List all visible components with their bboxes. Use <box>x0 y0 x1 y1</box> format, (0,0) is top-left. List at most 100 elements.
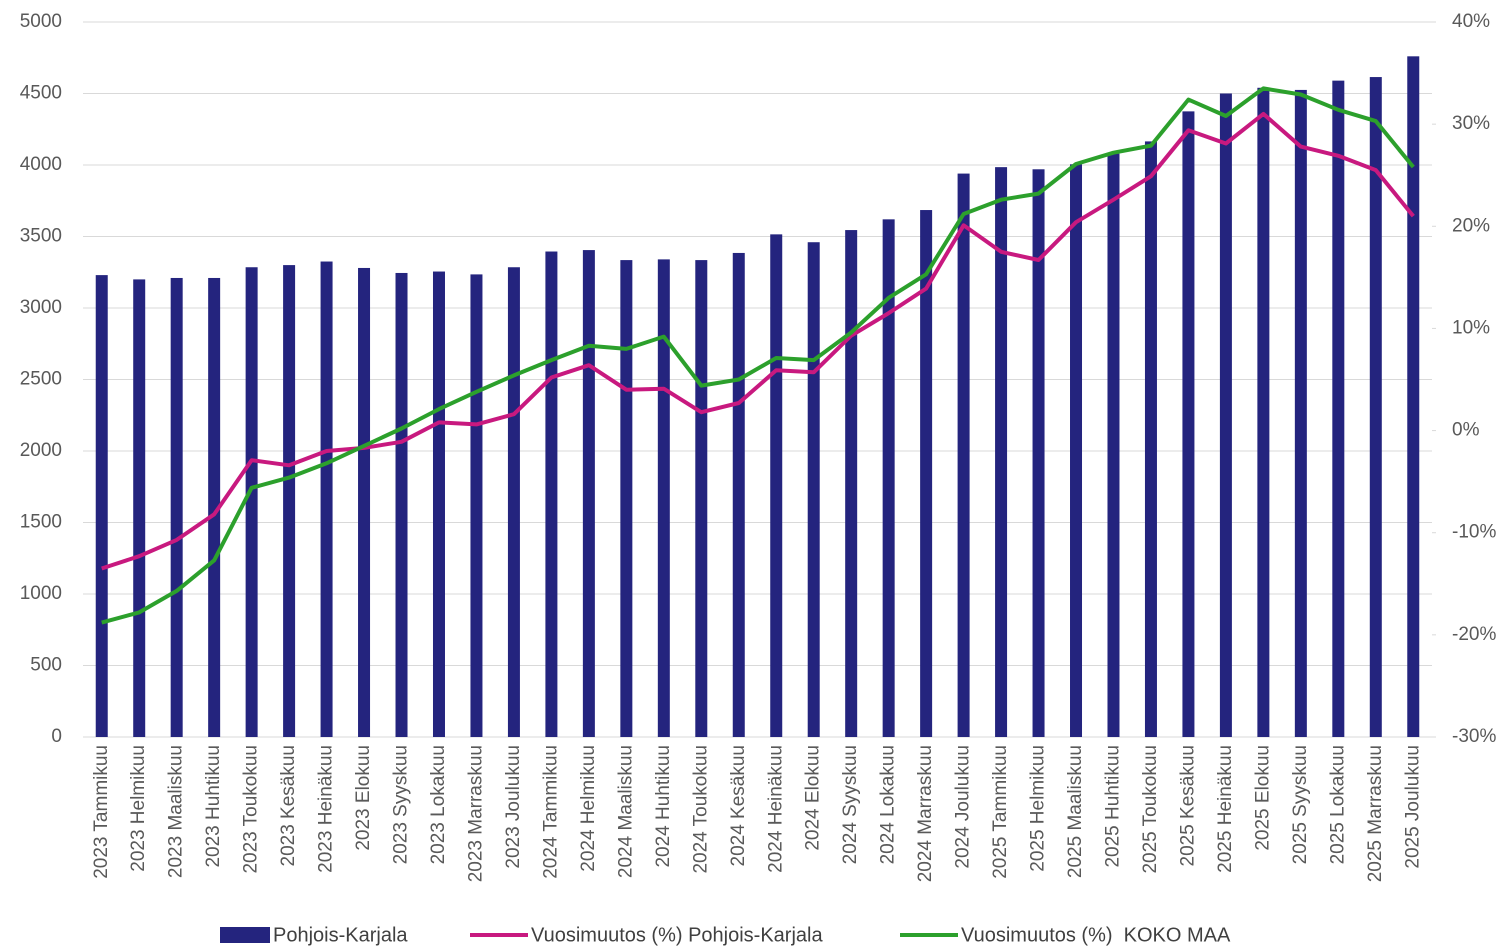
bar <box>920 210 933 738</box>
x-tick-label: 2024 Kesäkuu <box>728 745 749 867</box>
x-tick-label: 2023 Elokuu <box>353 745 374 851</box>
bar <box>95 275 108 737</box>
bar <box>1294 89 1307 738</box>
legend-label: Pohjois-Karjala <box>273 924 408 946</box>
bar <box>957 173 970 737</box>
bar <box>845 230 858 737</box>
bar <box>507 267 520 737</box>
bar <box>133 279 146 737</box>
x-tick-label: 2025 Joulukuu <box>1402 745 1423 869</box>
bar <box>620 260 633 737</box>
x-tick-label: 2023 Kesäkuu <box>278 745 299 867</box>
line <box>101 86 1415 625</box>
bar <box>470 274 483 737</box>
x-tick-label: 2025 Huhtikuu <box>1103 745 1124 868</box>
x-tick-label: 2025 Heinäkuu <box>1215 745 1236 873</box>
x-tick-label: 2023 Heinäkuu <box>316 745 337 873</box>
x-tick-label: 2025 Syyskuu <box>1290 745 1311 864</box>
x-tick-label: 2023 Toukokuu <box>241 745 262 874</box>
x-tick-label: 2023 Lokakuu <box>428 745 449 864</box>
x-tick-label: 2025 Lokakuu <box>1327 745 1348 864</box>
line <box>101 111 1415 571</box>
x-tick-label: 2024 Toukokuu <box>690 745 711 874</box>
x-tick-label: 2024 Heinäkuu <box>765 745 786 873</box>
bar <box>1407 56 1420 737</box>
x-tick-label: 2023 Marraskuu <box>465 745 486 882</box>
bar <box>1182 111 1195 737</box>
y-tick-label: 500 <box>30 655 62 676</box>
x-tick-label: 2024 Helmikuu <box>578 745 599 872</box>
bar <box>208 277 221 737</box>
bar <box>545 251 558 737</box>
y2-tick-label: -10% <box>1452 522 1496 543</box>
y2-tick-label: 40% <box>1452 11 1490 32</box>
x-tick-label: 2024 Marraskuu <box>915 745 936 882</box>
bar <box>320 261 333 737</box>
y-tick-label: 0 <box>51 726 62 747</box>
x-tick-label: 2025 Toukokuu <box>1140 745 1161 874</box>
y-tick-label: 1000 <box>20 583 62 604</box>
y-tick-label: 4500 <box>20 83 62 104</box>
bar <box>432 271 445 737</box>
bar <box>1257 87 1270 737</box>
x-tick-label: 2024 Syyskuu <box>840 745 861 864</box>
bar <box>695 260 708 737</box>
bar <box>1107 153 1120 737</box>
x-tick-label: 2025 Marraskuu <box>1365 745 1386 882</box>
x-tick-label: 2025 Tammikuu <box>990 745 1011 879</box>
y-tick-label: 1500 <box>20 512 62 533</box>
bar <box>395 272 408 737</box>
legend-swatch <box>220 927 270 943</box>
y-tick-label: 2000 <box>20 440 62 461</box>
bar <box>732 252 745 737</box>
y-tick-label: 3000 <box>20 297 62 318</box>
y2-tick-label: 10% <box>1452 317 1490 338</box>
legend: Pohjois-Karjala Vuosimuutos (%) Pohjois-K… <box>220 924 1231 946</box>
y2-tick-label: 0% <box>1452 420 1480 441</box>
bar <box>1332 80 1345 737</box>
y-tick-label: 2500 <box>20 369 62 390</box>
bar <box>245 267 258 737</box>
x-tick-label: 2024 Elokuu <box>803 745 824 851</box>
legend-label: Vuosimuutos (%) Pohjois-Karjala <box>531 924 823 946</box>
bar <box>283 265 296 737</box>
y2-tick-label: -30% <box>1452 726 1496 747</box>
bar <box>807 242 820 737</box>
x-tick-label: 2023 Joulukuu <box>503 745 524 869</box>
x-tick-label: 2025 Elokuu <box>1252 745 1273 851</box>
bar <box>582 250 595 737</box>
bar <box>358 267 371 737</box>
bar <box>1032 169 1045 738</box>
bar <box>995 167 1008 737</box>
x-tick-label: 2024 Lokakuu <box>878 745 899 864</box>
y-tick-label: 5000 <box>20 11 62 32</box>
x-tick-label: 2025 Kesäkuu <box>1177 745 1198 867</box>
x-tick-label: 2023 Syyskuu <box>391 745 412 864</box>
x-tick-label: 2024 Huhtikuu <box>653 745 674 868</box>
bar <box>1219 93 1232 737</box>
bar <box>882 219 895 738</box>
legend-label: Vuosimuutos (%) KOKO MAA <box>961 924 1231 946</box>
y2-tick-label: -20% <box>1452 624 1496 645</box>
x-tick-label: 2025 Maaliskuu <box>1065 745 1086 878</box>
y-tick-label: 4000 <box>20 154 62 175</box>
y2-tick-label: 20% <box>1452 215 1490 236</box>
bar <box>657 259 670 737</box>
bar <box>1144 141 1157 737</box>
x-tick-label: 2023 Helmikuu <box>128 745 149 872</box>
x-tick-label: 2024 Joulukuu <box>953 745 974 869</box>
y2-tick-label: 30% <box>1452 113 1490 134</box>
bar <box>170 277 183 737</box>
x-tick-label: 2024 Tammikuu <box>540 745 561 879</box>
x-tick-label: 2023 Huhtikuu <box>203 745 224 868</box>
x-tick-label: 2023 Maaliskuu <box>166 745 187 878</box>
bar <box>1070 164 1083 737</box>
bar <box>770 234 783 738</box>
x-tick-label: 2023 Tammikuu <box>91 745 112 879</box>
y-tick-label: 3500 <box>20 226 62 247</box>
bar <box>1369 77 1382 738</box>
x-tick-label: 2024 Maaliskuu <box>615 745 636 878</box>
x-tick-label: 2025 Helmikuu <box>1028 745 1049 872</box>
